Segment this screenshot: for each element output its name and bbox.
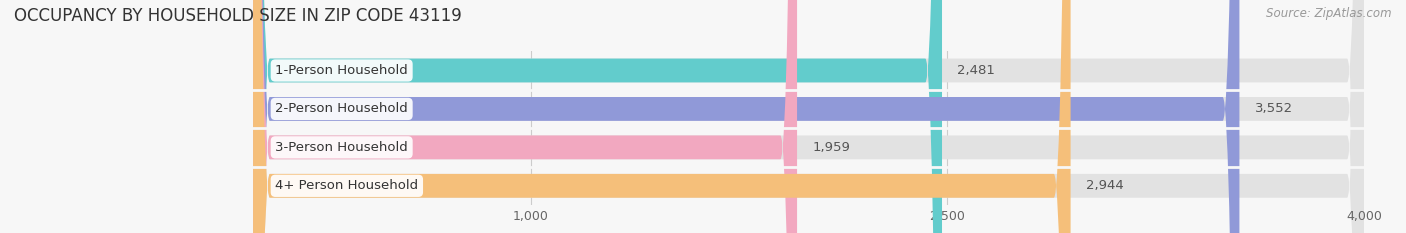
Text: 4+ Person Household: 4+ Person Household: [276, 179, 419, 192]
FancyBboxPatch shape: [253, 0, 1364, 233]
Text: 2,481: 2,481: [957, 64, 995, 77]
FancyBboxPatch shape: [253, 0, 1364, 233]
Text: 2,944: 2,944: [1085, 179, 1123, 192]
FancyBboxPatch shape: [253, 0, 1364, 233]
Text: 3,552: 3,552: [1254, 103, 1292, 115]
Text: OCCUPANCY BY HOUSEHOLD SIZE IN ZIP CODE 43119: OCCUPANCY BY HOUSEHOLD SIZE IN ZIP CODE …: [14, 7, 461, 25]
FancyBboxPatch shape: [253, 0, 1364, 233]
Text: 2-Person Household: 2-Person Household: [276, 103, 408, 115]
FancyBboxPatch shape: [253, 0, 942, 233]
FancyBboxPatch shape: [253, 0, 1070, 233]
FancyBboxPatch shape: [253, 0, 1240, 233]
Text: 1-Person Household: 1-Person Household: [276, 64, 408, 77]
Text: 1,959: 1,959: [813, 141, 851, 154]
Text: Source: ZipAtlas.com: Source: ZipAtlas.com: [1267, 7, 1392, 20]
Text: 3-Person Household: 3-Person Household: [276, 141, 408, 154]
FancyBboxPatch shape: [253, 0, 797, 233]
